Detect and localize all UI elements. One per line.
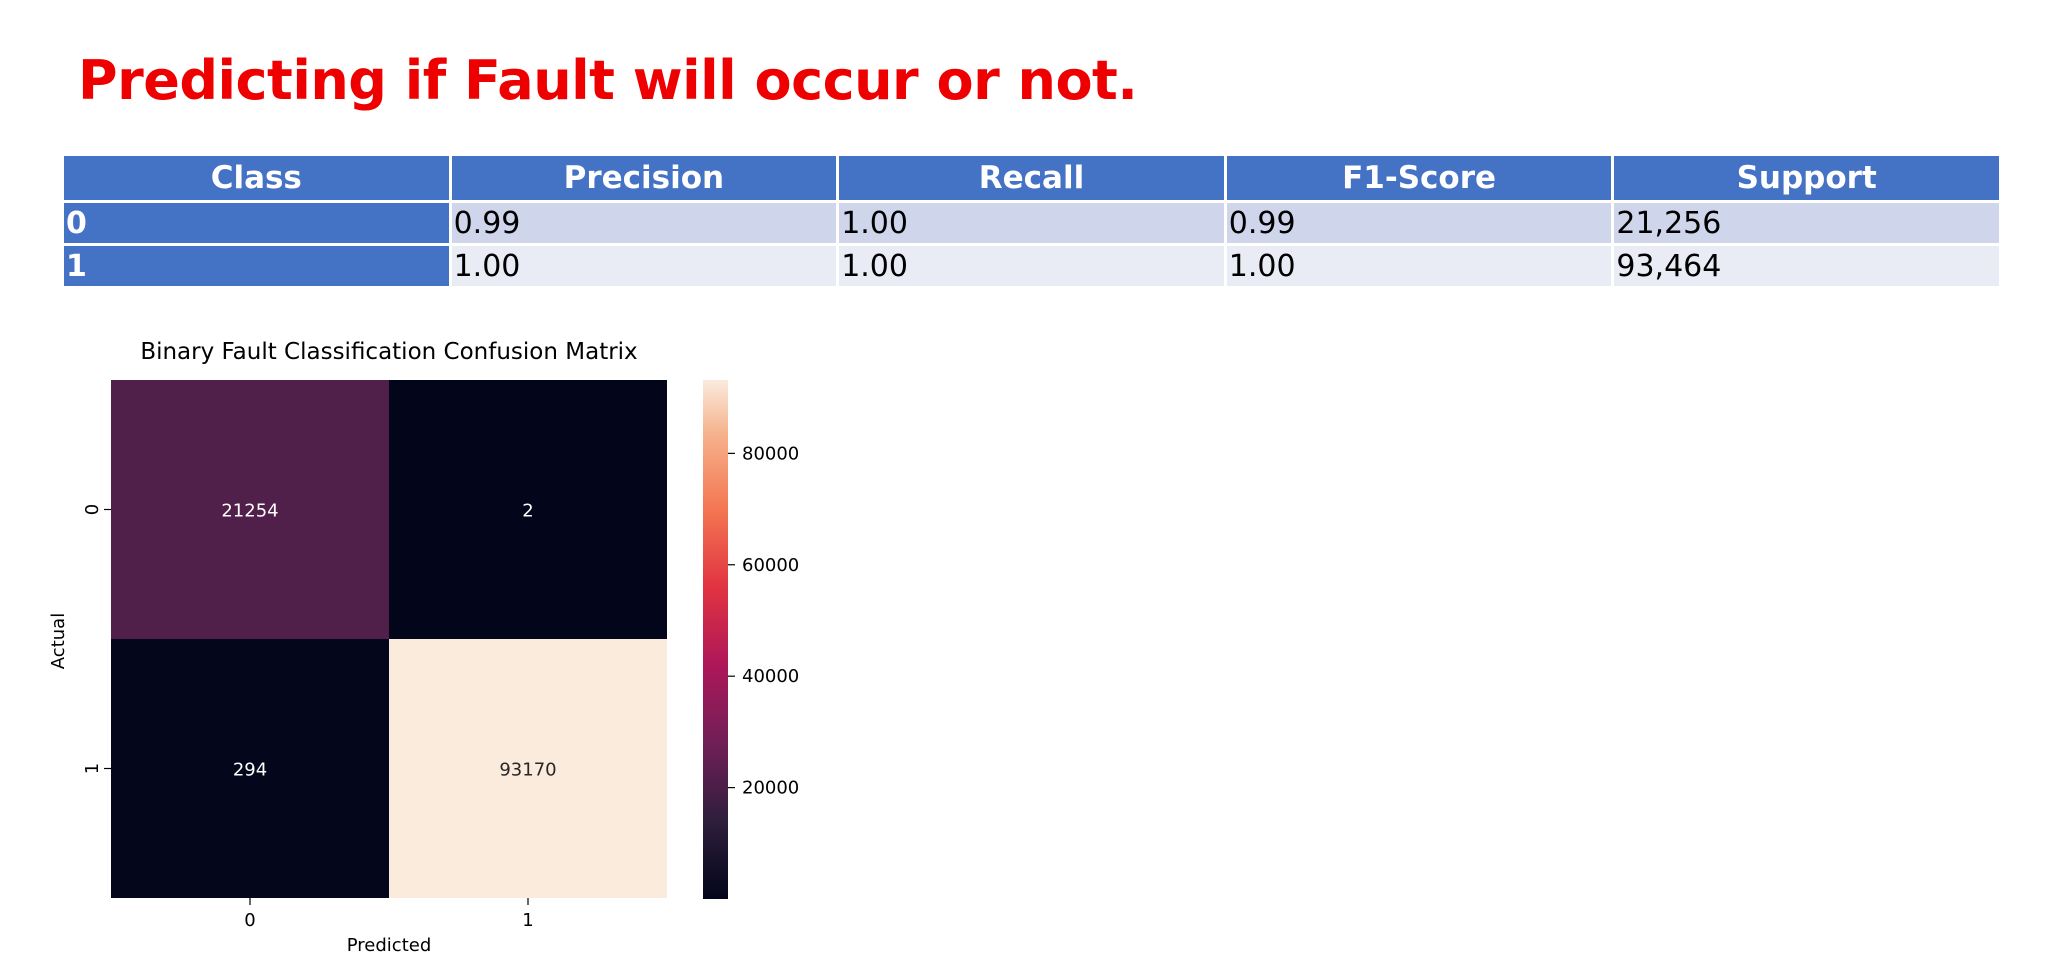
row-1-support: 93,464 [1611,243,2002,289]
row-1-recall: 1.00 [836,243,1227,289]
heatmap-cell-label-0-0: 21254 [221,501,278,522]
row-0-support: 21,256 [1611,200,2002,246]
row-0-class: 0 [61,200,452,246]
heatmap-cell-label-1-1: 93170 [499,760,556,781]
table-header-row: Class Precision Recall F1-Score Support [61,153,2002,203]
y-tick-label: 0 [82,504,103,515]
row-1-precision: 1.00 [448,243,840,289]
heatmap-cell-0-1 [389,380,667,639]
row-0-recall: 1.00 [836,200,1227,246]
heatmap-cell-1-0 [111,639,389,898]
x-axis-label: Predicted [347,935,432,956]
heatmap-cell-label-0-1: 2 [522,501,533,522]
table-row: 1 1.00 1.00 1.00 93,464 [61,243,2002,289]
chart-title: Binary Fault Classification Confusion Ma… [140,339,637,365]
confusion-matrix-chart: Binary Fault Classification Confusion Ma… [48,339,799,956]
row-0-f1-score: 0.99 [1223,200,1615,246]
x-tick-label: 1 [522,910,533,931]
colorbar-tick-label: 20000 [742,778,799,799]
colorbar [703,380,728,899]
colorbar-tick-label: 40000 [742,666,799,687]
metrics-table: Class Precision Recall F1-Score Support … [61,153,2002,289]
heatmap-cell-label-1-0: 294 [233,760,267,781]
header-recall: Recall [836,153,1227,203]
colorbar-tick-label: 60000 [742,555,799,576]
header-precision: Precision [448,153,840,203]
x-tick-label: 0 [244,910,255,931]
header-support: Support [1611,153,2002,203]
y-axis-label: Actual [48,613,69,669]
row-1-class: 1 [61,243,452,289]
page-title: Predicting if Fault will occur or not. [78,49,1138,112]
row-1-f1-score: 1.00 [1223,243,1615,289]
header-f1-score: F1-Score [1223,153,1615,203]
row-0-precision: 0.99 [448,200,840,246]
y-tick-label: 1 [82,763,103,774]
heatmap-cell-1-1 [389,639,667,898]
colorbar-tick-label: 80000 [742,443,799,464]
table-row: 0 0.99 1.00 0.99 21,256 [61,200,2002,246]
header-class: Class [61,153,452,203]
heatmap-cell-0-0 [111,380,389,639]
